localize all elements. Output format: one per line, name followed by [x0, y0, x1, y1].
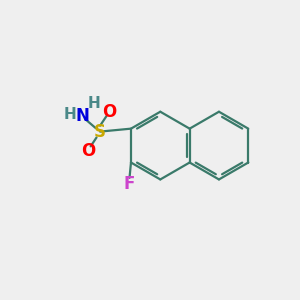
Text: O: O	[81, 142, 95, 160]
Text: O: O	[102, 103, 116, 121]
Text: F: F	[124, 175, 135, 193]
Text: S: S	[94, 123, 106, 141]
Text: H: H	[87, 96, 100, 111]
Text: N: N	[76, 107, 89, 125]
Text: H: H	[64, 107, 76, 122]
